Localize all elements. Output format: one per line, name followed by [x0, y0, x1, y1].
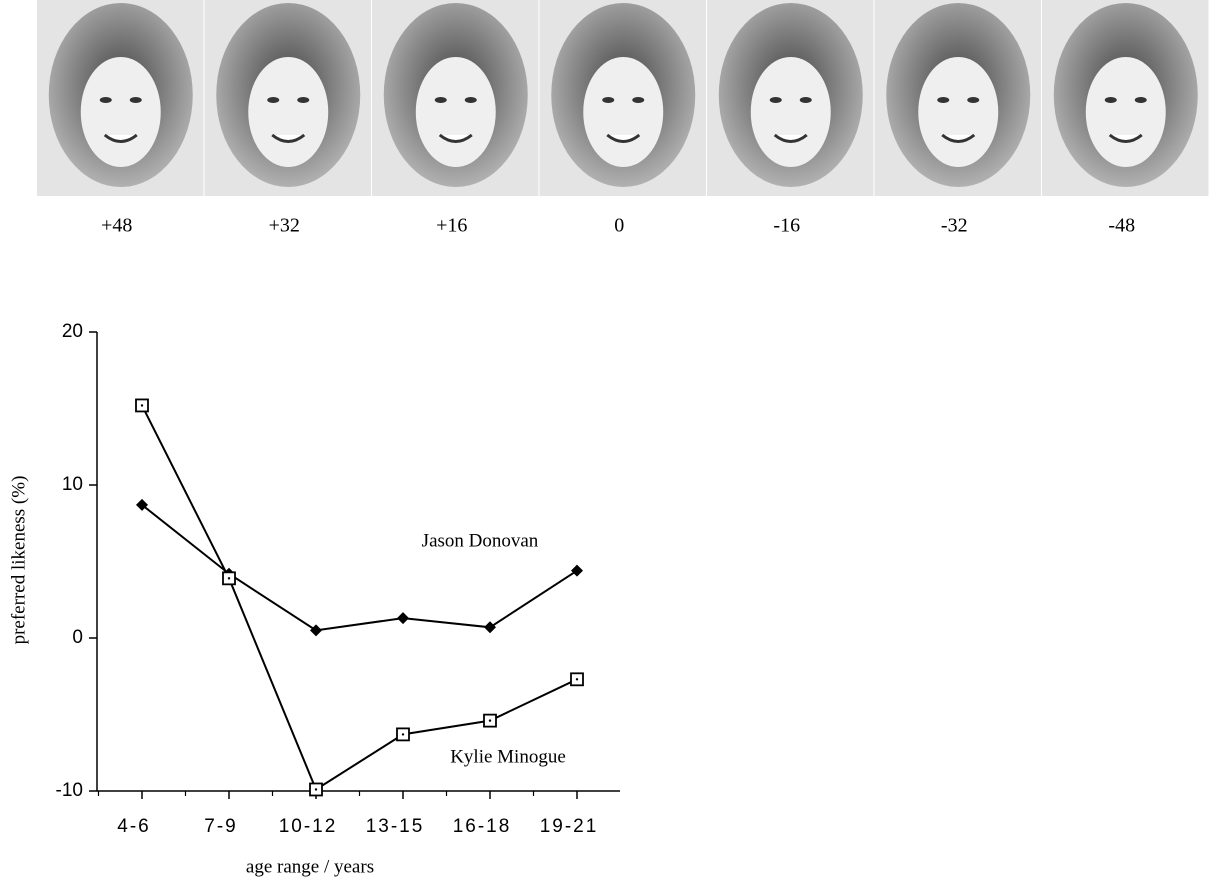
x-tick-label: 13-15 — [366, 816, 425, 837]
face-eye — [602, 97, 615, 103]
face-label: -32 — [941, 215, 968, 237]
series-line — [141, 404, 578, 791]
face-eye — [297, 97, 310, 103]
y-tick-label: 10 — [62, 474, 83, 495]
face-eye — [769, 97, 782, 103]
face-mouth — [103, 133, 138, 143]
face-eye — [99, 97, 112, 103]
point-marker — [136, 498, 148, 511]
y-axis-label: preferred likeness (%) — [8, 476, 29, 645]
face-label: -16 — [773, 215, 800, 237]
series-line — [141, 504, 578, 632]
face-eye — [967, 97, 980, 103]
point-dot — [227, 577, 231, 580]
point-marker — [484, 621, 496, 634]
point-marker — [397, 612, 409, 625]
y-tick-label: 0 — [72, 627, 83, 648]
face-eye — [1134, 97, 1147, 103]
face-eye — [632, 97, 645, 103]
face-label: +16 — [436, 215, 467, 237]
face-skin — [918, 57, 999, 167]
face-mouth — [773, 133, 808, 143]
x-tick-label: 7-9 — [204, 816, 237, 837]
face-skin — [583, 57, 664, 167]
face-skin — [750, 57, 831, 167]
face-skin — [415, 57, 496, 167]
x-tick-label: 10-12 — [279, 816, 338, 837]
face-eye — [129, 97, 142, 103]
face-mouth — [1108, 133, 1143, 143]
face-label: 0 — [614, 215, 624, 237]
y-tick-label: 20 — [62, 321, 83, 342]
face-label: +32 — [269, 215, 300, 237]
y-tick-label: -10 — [56, 780, 83, 801]
face-strip: +48 +32 +16 0 -16 -32 -48 — [37, 0, 1209, 237]
x-tick-label: 4-6 — [117, 816, 150, 837]
face-mouth — [438, 133, 473, 143]
face-mouth — [941, 133, 976, 143]
face-mouth — [606, 133, 641, 143]
face-label: +48 — [101, 215, 132, 237]
point-dot — [140, 404, 144, 407]
face-label: -48 — [1108, 215, 1135, 237]
face-eye — [464, 97, 477, 103]
point-marker — [571, 564, 583, 577]
x-tick-label: 19-21 — [540, 816, 599, 837]
point-dot — [488, 719, 492, 722]
face-eye — [434, 97, 447, 103]
face-eye — [937, 97, 950, 103]
point-marker — [310, 624, 322, 637]
x-axis-label: age range / years — [246, 856, 374, 877]
series-label: Kylie Minogue — [450, 746, 566, 767]
point-dot — [401, 733, 405, 736]
face-eye — [1104, 97, 1117, 103]
face-skin — [248, 57, 329, 167]
chart: age range / years preferred likeness (%)… — [8, 321, 620, 877]
face-skin — [80, 57, 161, 167]
face-eye — [267, 97, 280, 103]
point-dot — [575, 678, 579, 681]
face-skin — [1085, 57, 1166, 167]
face-eye — [799, 97, 812, 103]
x-tick-label: 16-18 — [453, 816, 512, 837]
face-mouth — [271, 133, 306, 143]
point-dot — [314, 788, 318, 791]
series-label: Jason Donovan — [422, 530, 539, 551]
